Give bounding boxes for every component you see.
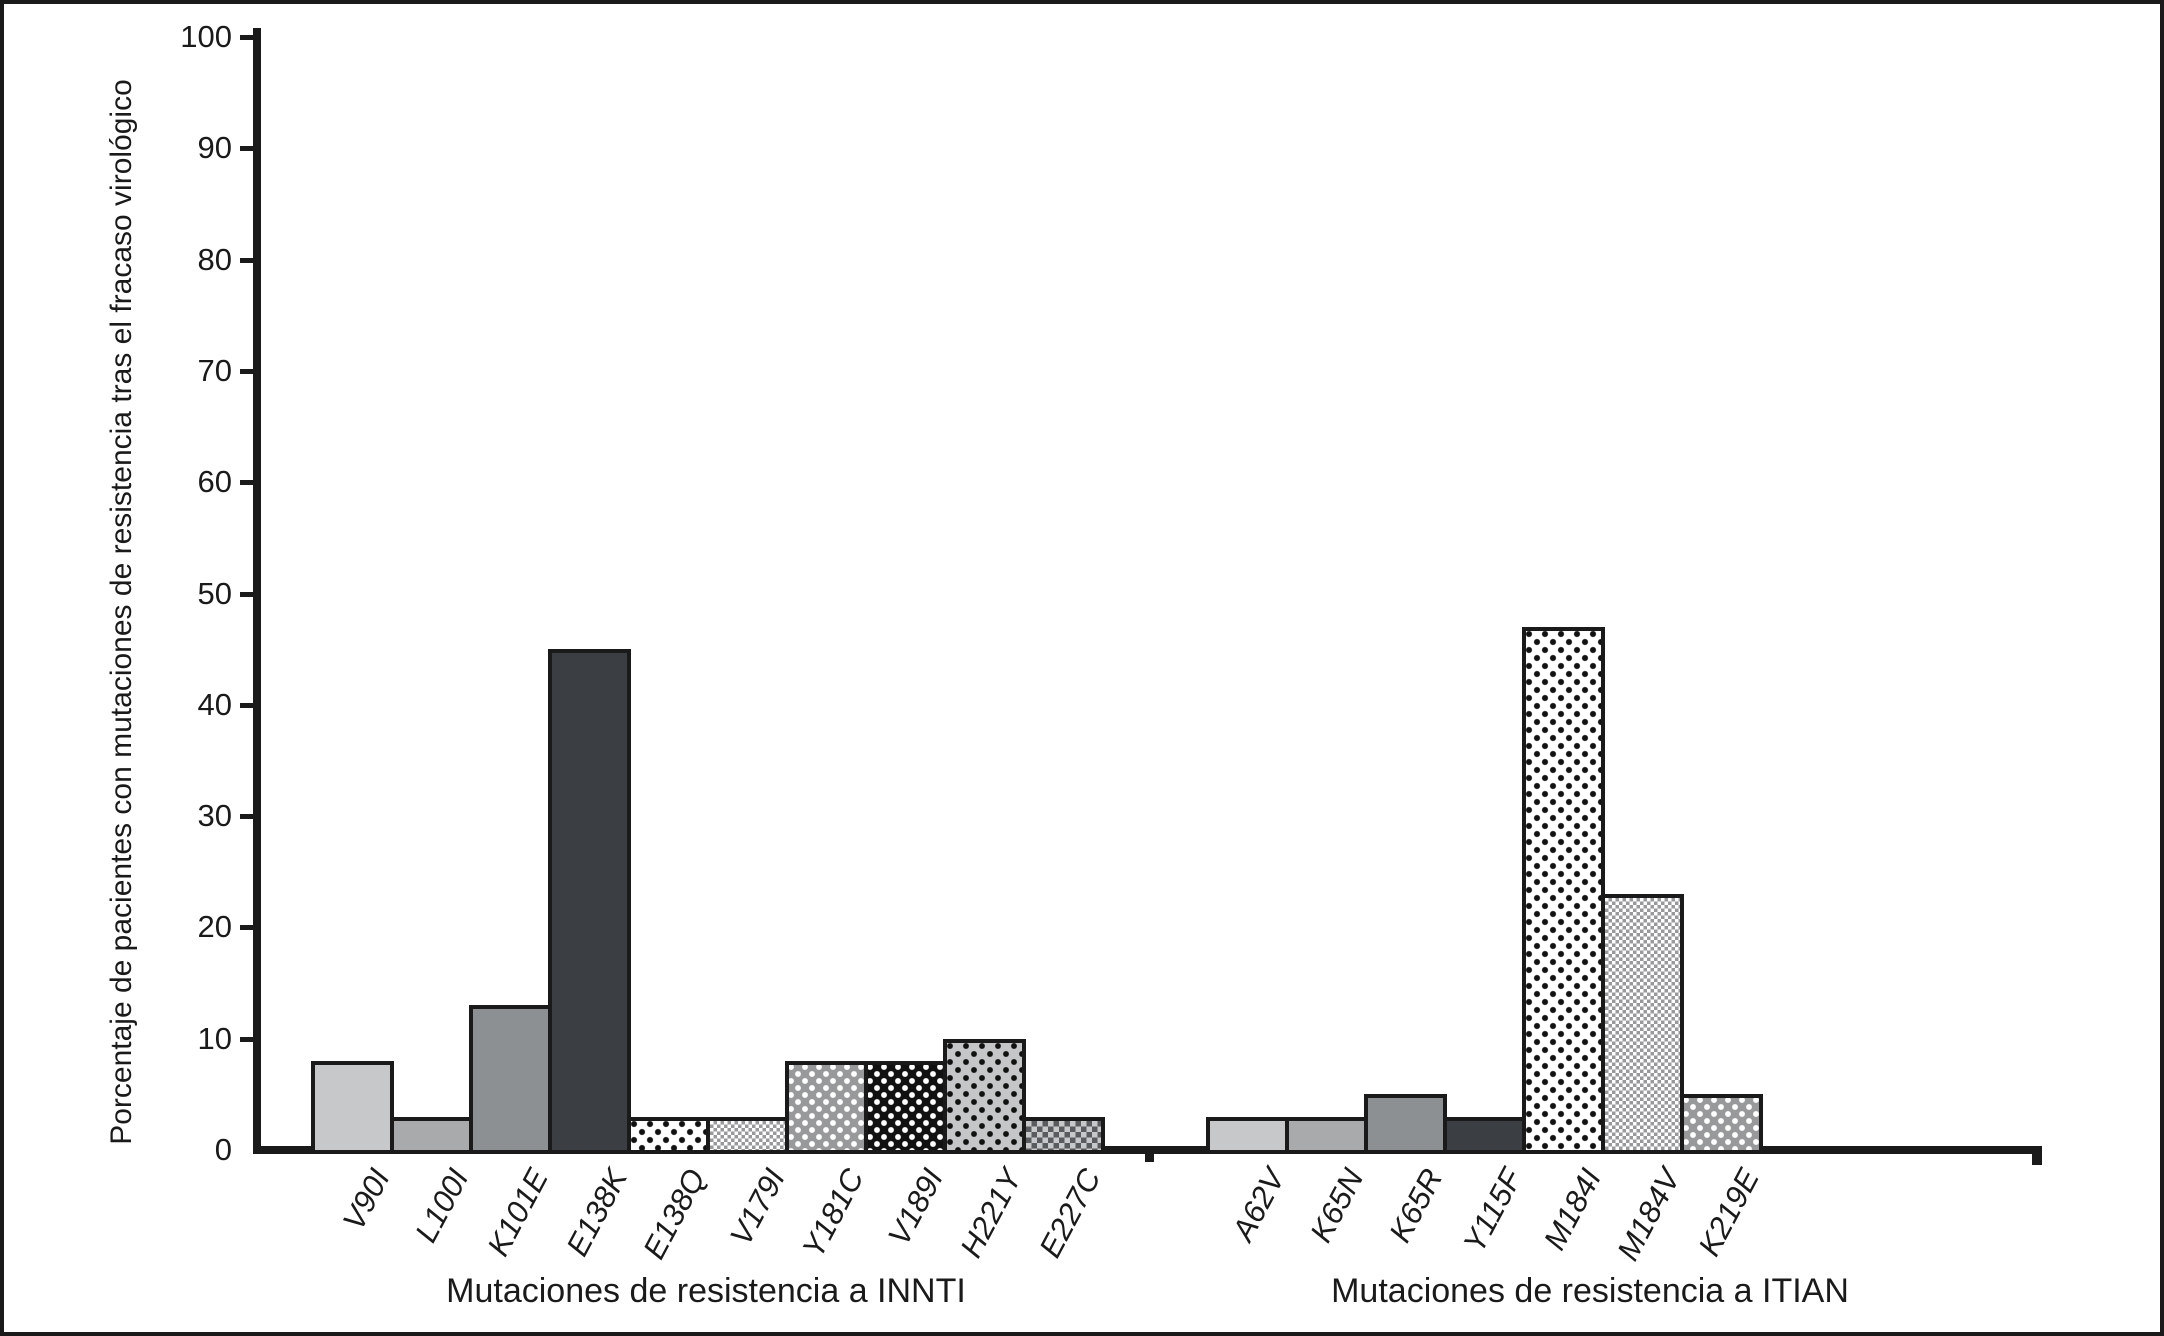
y-tick-20 (240, 925, 254, 930)
x-label-V90I: V90I (336, 1163, 397, 1236)
y-tick-90 (240, 146, 254, 151)
bar-E227C (1022, 1117, 1105, 1154)
bar-V189I (864, 1061, 947, 1154)
bar-H221Y (943, 1039, 1026, 1154)
y-tick-80 (240, 258, 254, 263)
x-label-E138Q: E138Q (636, 1163, 713, 1265)
y-tick-10 (240, 1037, 254, 1042)
y-tick-50 (240, 592, 254, 597)
y-tick-30 (240, 814, 254, 819)
y-tick-label-90: 90 (197, 130, 232, 165)
y-tick-40 (240, 703, 254, 708)
y-tick-label-60: 60 (197, 464, 232, 499)
y-tick-label-30: 30 (197, 798, 232, 833)
bar-Y115F (1443, 1117, 1526, 1154)
bar-K65N (1285, 1117, 1368, 1154)
x-label-L100I: L100I (408, 1163, 476, 1248)
y-tick-label-0: 0 (214, 1132, 232, 1167)
bar-E138K (548, 649, 631, 1154)
x-label-V189I: V189I (880, 1163, 950, 1251)
x-label-K101E: K101E (480, 1163, 555, 1262)
y-tick-label-80: 80 (197, 242, 232, 277)
x-label-E138K: E138K (559, 1163, 634, 1262)
x-label-A62V: A62V (1225, 1163, 1292, 1247)
group-title-innti: Mutaciones de resistencia a INNTI (446, 1272, 966, 1310)
x-label-Y181C: Y181C (795, 1163, 871, 1264)
x-label-K219E: K219E (1691, 1163, 1766, 1262)
x-label-K65N: K65N (1303, 1163, 1371, 1248)
x-axis-line (253, 1146, 2042, 1154)
x-label-H221Y: H221Y (953, 1163, 1029, 1264)
y-tick-100 (240, 35, 254, 40)
bar-A62V (1206, 1117, 1289, 1154)
bar-M184I (1522, 627, 1605, 1154)
y-tick-70 (240, 369, 254, 374)
bar-K219E (1680, 1094, 1763, 1154)
y-tick-label-100: 100 (180, 19, 232, 54)
bar-M184V (1601, 894, 1684, 1154)
x-label-E227C: E227C (1032, 1163, 1108, 1264)
x-label-M184V: M184V (1609, 1163, 1687, 1267)
y-tick-label-10: 10 (197, 1021, 232, 1056)
bar-K101E (469, 1005, 552, 1154)
y-tick-label-40: 40 (197, 687, 232, 722)
bar-V179I (706, 1117, 789, 1154)
axis-mid-tick (1145, 1154, 1154, 1162)
bar-V90I (311, 1061, 394, 1154)
y-axis-line (253, 28, 261, 1154)
y-tick-label-20: 20 (197, 909, 232, 944)
bar-Y181C (785, 1061, 868, 1154)
bar-E138Q (627, 1117, 710, 1154)
x-label-Y115F: Y115F (1456, 1163, 1529, 1259)
bar-L100I (390, 1117, 473, 1154)
bar-K65R (1364, 1094, 1447, 1154)
y-tick-label-70: 70 (197, 353, 232, 388)
x-label-M184I: M184I (1536, 1163, 1608, 1256)
y-tick-label-50: 50 (197, 576, 232, 611)
axis-end-tick (2032, 1154, 2042, 1165)
x-label-K65R: K65R (1382, 1163, 1450, 1248)
x-label-V179I: V179I (722, 1163, 792, 1251)
y-tick-60 (240, 480, 254, 485)
group-title-itian: Mutaciones de resistencia a ITIAN (1331, 1272, 1849, 1310)
